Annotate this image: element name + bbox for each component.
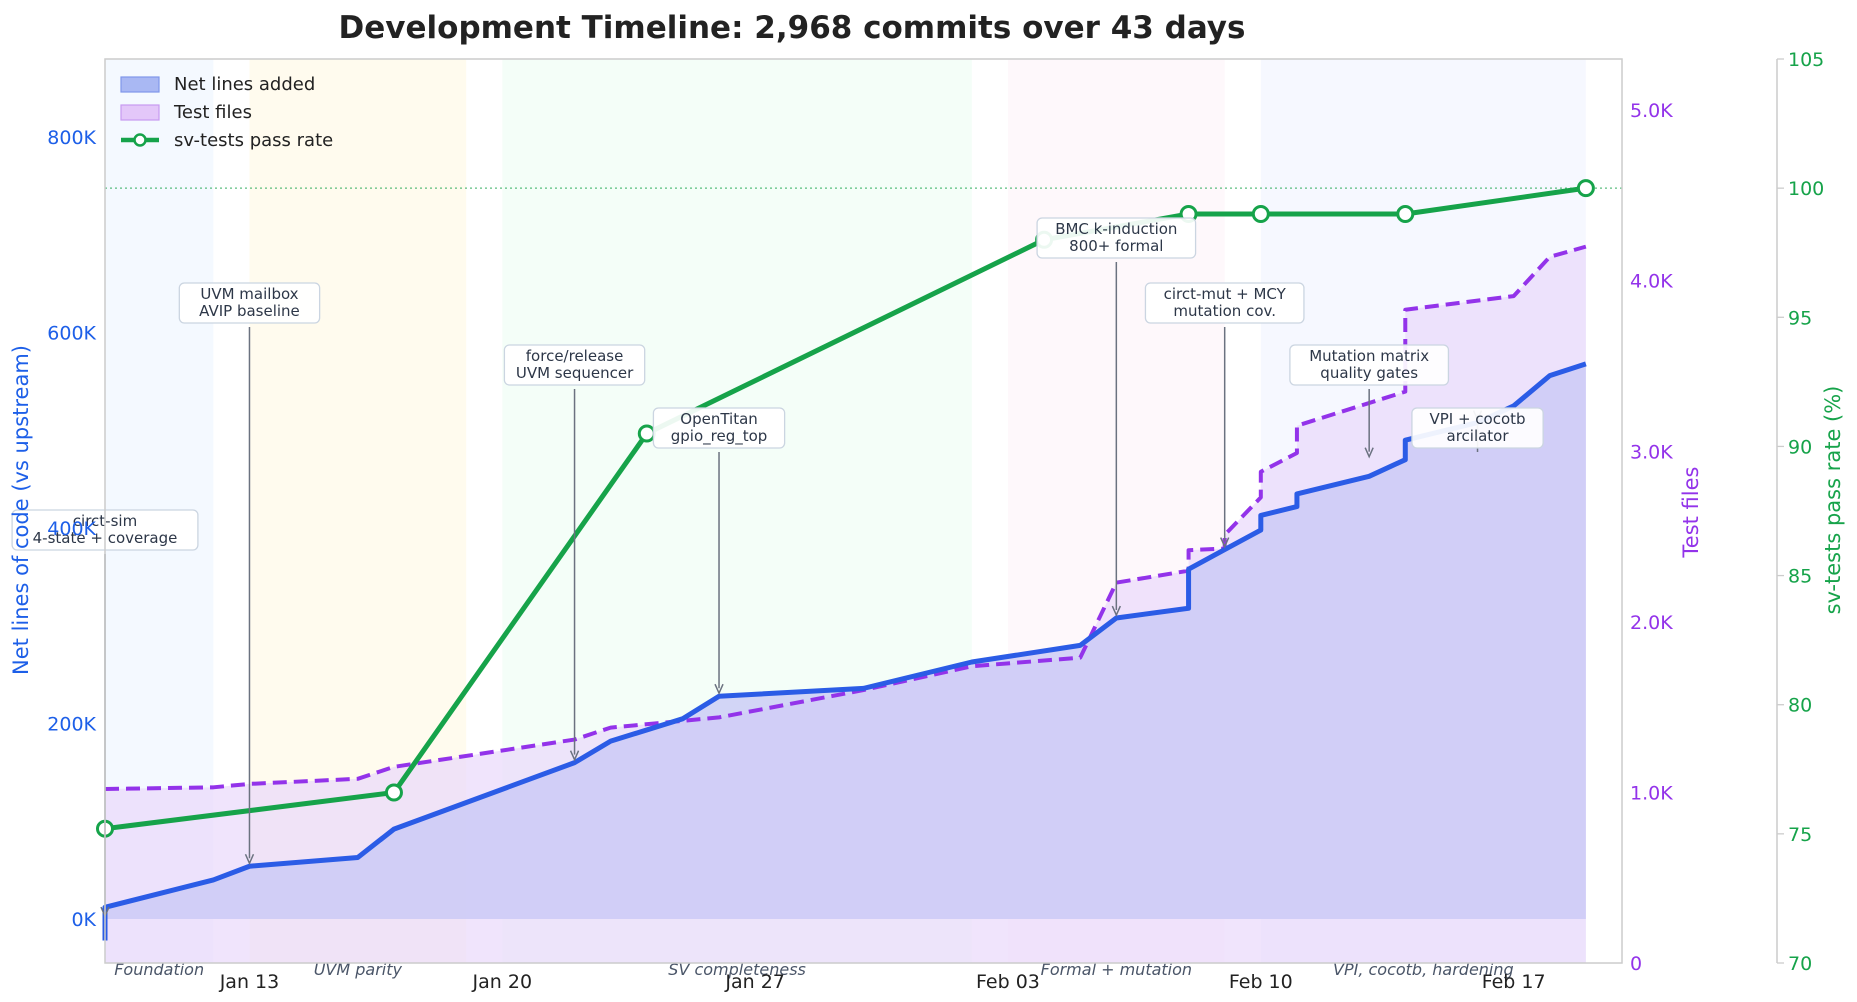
right-tick-label: 1.0K bbox=[1630, 782, 1673, 804]
right-tick-label: 2.0K bbox=[1630, 612, 1673, 634]
left-tick-label: 600K bbox=[47, 323, 96, 345]
annotation-arrowhead bbox=[1111, 605, 1122, 617]
annotation-text: circt-mut + MCY bbox=[1164, 285, 1287, 303]
annotation-text: force/release bbox=[526, 347, 624, 365]
annotation-box bbox=[503, 344, 646, 386]
annotation-box bbox=[1289, 344, 1450, 386]
annotation-text: UVM sequencer bbox=[516, 364, 634, 382]
right2-tick-label: 105 bbox=[1788, 49, 1824, 71]
annotation-box bbox=[652, 407, 786, 449]
annotation-text: 800+ formal bbox=[1069, 237, 1163, 255]
pass-rate-point bbox=[1251, 204, 1270, 223]
right-tick-label: 0 bbox=[1630, 953, 1642, 975]
plot-border bbox=[104, 58, 1623, 964]
phase-label: Foundation bbox=[114, 960, 204, 979]
annotation-text: mutation cov. bbox=[1173, 302, 1276, 320]
legend-marker-pass-rate bbox=[133, 133, 147, 147]
annotation-text: BMC k-induction bbox=[1055, 220, 1177, 238]
plot-frame bbox=[104, 58, 1778, 964]
x-tick-label: Jan 27 bbox=[724, 971, 785, 993]
chart-title: Development Timeline: 2,968 commits over… bbox=[339, 10, 1246, 46]
annotation-arrowhead bbox=[244, 853, 255, 866]
right-tick-label: 3.0K bbox=[1630, 441, 1673, 463]
annotation-box bbox=[178, 282, 321, 324]
right2-tick-label: 100 bbox=[1788, 178, 1824, 200]
annotation-box bbox=[1036, 217, 1197, 259]
x-tick-label: Jan 13 bbox=[219, 971, 280, 993]
annotation-box bbox=[1411, 407, 1544, 449]
annotation-text: VPI + cocotb bbox=[1429, 410, 1525, 428]
right-tick-label: 4.0K bbox=[1630, 271, 1673, 293]
right2-axis-label: sv-tests pass rate (%) bbox=[1821, 386, 1845, 615]
right2-tick-label: 90 bbox=[1788, 436, 1812, 458]
x-tick-label: Feb 17 bbox=[1482, 971, 1546, 993]
net-lines-area bbox=[105, 363, 1586, 941]
right-axis-ticks: 0 1.0K 2.0K 3.0K 4.0K 5.0K bbox=[1630, 100, 1673, 975]
right-axis-label: Test files bbox=[1679, 467, 1703, 559]
annotation-arrowhead bbox=[1364, 447, 1374, 459]
phase-labels: Foundation UVM parity SV completeness Forma… bbox=[114, 960, 1513, 979]
pass-rate-point bbox=[1576, 179, 1595, 198]
legend-label: Test files bbox=[173, 102, 252, 123]
pass-rate-point bbox=[637, 424, 656, 443]
annotation-arrowhead bbox=[569, 750, 580, 762]
legend-swatch-net-lines bbox=[120, 76, 160, 93]
x-tick-label: Jan 20 bbox=[472, 971, 533, 993]
pass-rate-point bbox=[384, 783, 403, 802]
annotation-text: gpio_reg_top bbox=[671, 427, 768, 446]
legend-label: sv-tests pass rate bbox=[174, 130, 333, 151]
area-fills bbox=[105, 246, 1586, 964]
annotation-text: OpenTitan bbox=[680, 410, 758, 428]
right2-tick-label: 95 bbox=[1788, 307, 1812, 329]
annotation-arrowhead bbox=[1220, 537, 1230, 549]
annotation-text: arcilator bbox=[1447, 427, 1510, 445]
right2-tick-label: 80 bbox=[1788, 695, 1812, 717]
test-files-line bbox=[104, 244, 1587, 792]
x-tick-label: Feb 10 bbox=[1229, 971, 1293, 993]
right-tick-label: 5.0K bbox=[1630, 100, 1673, 122]
left-tick-label: 800K bbox=[47, 127, 96, 149]
annotation-text: quality gates bbox=[1320, 364, 1418, 382]
annotation-arrowhead bbox=[714, 683, 724, 696]
annotation-text: AVIP baseline bbox=[199, 302, 300, 320]
x-tick-label: Feb 03 bbox=[976, 971, 1040, 993]
right2-tick-label: 75 bbox=[1788, 824, 1812, 846]
net-lines-line bbox=[102, 361, 1587, 941]
annotation-box bbox=[1144, 282, 1305, 324]
pass-rate-point bbox=[1396, 204, 1415, 223]
left-tick-label: 400K bbox=[47, 518, 96, 540]
annotation-text: UVM mailbox bbox=[200, 285, 298, 303]
right2-tick-label: 85 bbox=[1788, 566, 1812, 588]
phase-label: UVM parity bbox=[314, 960, 403, 979]
phase-label: SV completeness bbox=[668, 960, 806, 979]
legend: Net lines added Test files sv-tests pass r… bbox=[120, 74, 333, 151]
phase-label: Formal + mutation bbox=[1041, 960, 1192, 979]
legend-swatch-test-files bbox=[120, 104, 160, 121]
right2-tick-label: 70 bbox=[1788, 953, 1812, 975]
left-tick-label: 200K bbox=[47, 714, 96, 736]
left-axis-label: Net lines of code (vs upstream) bbox=[9, 345, 33, 675]
left-axis-ticks: 0K 200K 400K 600K 800K bbox=[47, 127, 96, 931]
left-tick-label: 0K bbox=[71, 909, 96, 931]
right2-axis-ticks: 70 75 80 85 90 95 100 105 bbox=[1777, 49, 1824, 975]
x-axis-ticks: Jan 13 Jan 20 Jan 27 Feb 03 Feb 10 Feb 17 bbox=[219, 971, 1546, 993]
legend-label: Net lines added bbox=[174, 74, 315, 95]
phase-label: VPI, cocotb, hardening bbox=[1333, 960, 1514, 979]
annotation-text: Mutation matrix bbox=[1309, 347, 1429, 365]
